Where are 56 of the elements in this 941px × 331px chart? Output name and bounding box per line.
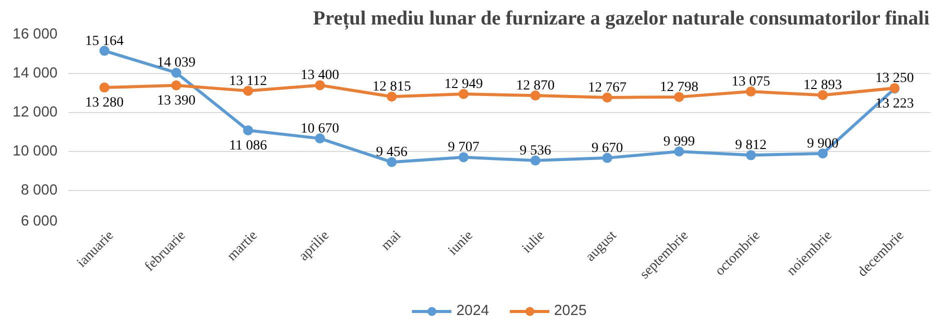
data-label: 9 670	[592, 140, 623, 156]
point	[530, 156, 540, 166]
data-label: 12 870	[516, 78, 555, 94]
point	[530, 90, 540, 101]
legend-label: 2025	[554, 303, 587, 319]
y-tick-label: 8 000	[20, 182, 58, 198]
data-label: 9 456	[376, 145, 408, 160]
point	[171, 68, 182, 78]
point	[746, 86, 756, 97]
data-label: 13 280	[85, 96, 124, 111]
point	[99, 82, 110, 93]
data-label: 13 075	[732, 74, 770, 90]
point	[386, 92, 397, 102]
data-label: 11 086	[229, 138, 268, 154]
data-label: 9 812	[735, 138, 767, 154]
data-label: 13 400	[300, 68, 340, 84]
y-tick-label: 14 000	[12, 66, 58, 82]
data-label: 12 949	[444, 76, 483, 92]
point	[674, 146, 684, 157]
point	[602, 152, 612, 163]
point	[243, 125, 254, 136]
point	[746, 150, 756, 160]
data-label: 9 707	[448, 140, 480, 156]
point	[818, 90, 828, 100]
data-label: 12 893	[804, 78, 842, 94]
point	[243, 86, 254, 96]
point	[314, 80, 325, 90]
data-label: 13 112	[229, 74, 268, 89]
point	[458, 89, 469, 99]
data-label: 14 039	[157, 56, 196, 71]
point	[314, 133, 325, 144]
y-tick-label: 12 000	[12, 104, 58, 120]
y-tick-label: 16 000	[12, 26, 58, 42]
data-label: 13 223	[875, 96, 914, 112]
data-label: 12 815	[372, 80, 411, 95]
data-label: 13 250	[875, 71, 914, 86]
data-label: 15 164	[85, 34, 124, 49]
x-tick-label: iulie	[520, 228, 548, 256]
point	[458, 152, 469, 162]
data-label: 13 390	[157, 93, 196, 108]
point	[99, 46, 110, 56]
point	[386, 157, 397, 168]
data-label: 12 798	[660, 80, 698, 95]
data-label: 9 536	[520, 144, 552, 159]
chart-title: Prețul mediu lunar de furnizare a gazelor naturale consumatorilor finali	[312, 8, 930, 30]
x-tick-label: mai	[378, 228, 404, 254]
y-tick-label: 10 000	[12, 144, 58, 160]
point	[674, 92, 684, 102]
data-label: 9 999	[663, 134, 695, 150]
point	[602, 92, 612, 103]
point	[171, 80, 182, 90]
y-tick-label: 6 000	[20, 214, 58, 230]
data-label: 12 767	[588, 80, 626, 96]
x-tick-label: iunie	[446, 228, 476, 259]
data-label: 10 670	[300, 121, 340, 136]
legend-label: 2024	[456, 303, 489, 319]
